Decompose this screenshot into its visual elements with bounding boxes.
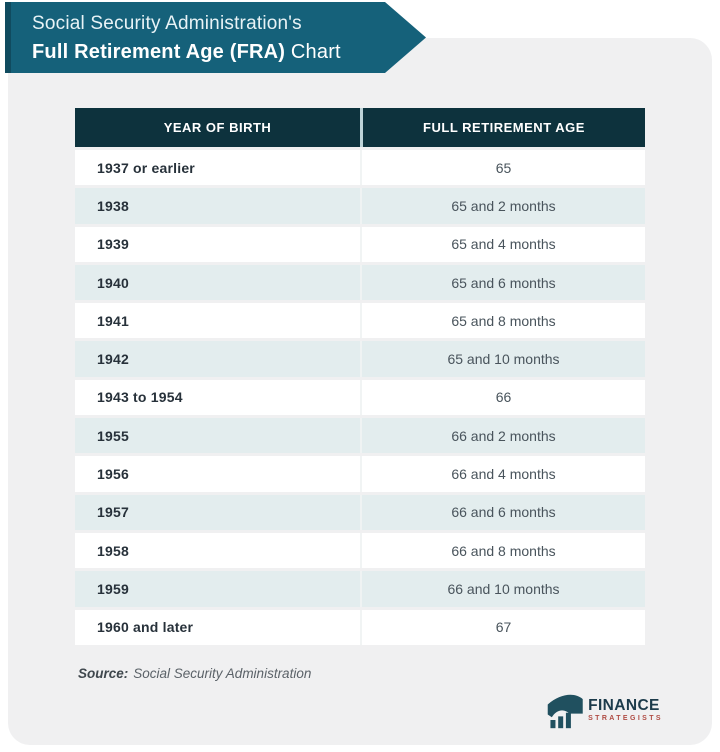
year-of-birth-cell: 1938 [97,197,129,214]
header-year-of-birth: YEAR OF BIRTH [163,120,272,135]
fra-table: YEAR OF BIRTH FULL RETIREMENT AGE 1937 o… [75,108,645,648]
title-banner: Social Security Administration's Full Re… [5,2,426,73]
source-text: Social Security Administration [133,666,312,681]
retirement-age-cell: 65 and 4 months [360,226,645,262]
retirement-age-cell: 66 and 2 months [360,418,645,454]
retirement-age-cell: 66 and 10 months [360,571,645,607]
source-line: Source: Social Security Administration [78,666,311,681]
retirement-age-cell: 65 and 8 months [360,303,645,339]
year-of-birth-cell: 1942 [97,351,129,368]
title-line-2: Full Retirement Age (FRA) Chart [32,38,426,66]
year-of-birth-cell: 1959 [97,580,129,597]
table-row: 1941 65 and 8 months [75,303,645,342]
retirement-age-cell: 67 [360,609,645,645]
year-of-birth-cell: 1958 [97,542,129,559]
finance-strategists-logo: FINANCE STRATEGISTS [545,690,663,730]
logo-name: FINANCE [588,696,660,714]
table-row: 1958 66 and 8 months [75,532,645,572]
year-of-birth-cell: 1960 and later [97,619,194,636]
retirement-age-cell: 65 and 10 months [360,341,645,377]
title-regular-part: Chart [285,41,341,64]
finance-strategists-logo-icon [547,694,583,729]
table-row: 1942 65 and 10 months [75,341,645,380]
header-full-retirement-age: FULL RETIREMENT AGE [360,108,645,147]
table-row: 1959 66 and 10 months [75,571,645,610]
fra-table-body: 1937 or earlier 65 1938 65 and 2 months 1939… [75,150,645,648]
table-row: 1957 66 and 6 months [75,494,645,533]
table-row: 1937 or earlier 65 [75,150,645,189]
retirement-age-cell: 65 and 2 months [360,188,645,224]
title-bold-part: Full Retirement Age (FRA) [32,41,286,64]
source-label: Source: [78,666,129,681]
table-row: 1943 to 1954 66 [75,379,645,419]
year-of-birth-cell: 1937 or earlier [97,159,195,176]
retirement-age-cell: 66 [360,379,645,416]
table-row: 1960 and later 67 [75,609,645,648]
table-row: 1955 66 and 2 months [75,418,645,457]
year-of-birth-cell: 1956 [97,466,129,483]
title-line-1: Social Security Administration's [32,12,302,34]
retirement-age-cell: 65 [360,150,645,186]
logo-text-block: FINANCE STRATEGISTS [588,697,663,723]
year-of-birth-cell: 1940 [97,274,129,291]
year-of-birth-cell: 1941 [97,312,129,329]
year-of-birth-cell: 1939 [97,236,129,253]
table-row: 1939 65 and 4 months [75,226,645,265]
retirement-age-cell: 66 and 8 months [360,532,645,569]
retirement-age-cell: 66 and 6 months [360,494,645,530]
fra-table-header: YEAR OF BIRTH FULL RETIREMENT AGE [75,108,645,150]
year-of-birth-cell: 1955 [97,427,129,444]
retirement-age-cell: 66 and 4 months [360,456,645,492]
year-of-birth-cell: 1957 [97,504,129,521]
table-row: 1956 66 and 4 months [75,456,645,495]
year-of-birth-cell: 1943 to 1954 [97,389,183,406]
table-row: 1940 65 and 6 months [75,264,645,304]
logo-subtitle: STRATEGISTS [588,714,663,722]
table-row: 1938 65 and 2 months [75,188,645,227]
retirement-age-cell: 65 and 6 months [360,264,645,301]
